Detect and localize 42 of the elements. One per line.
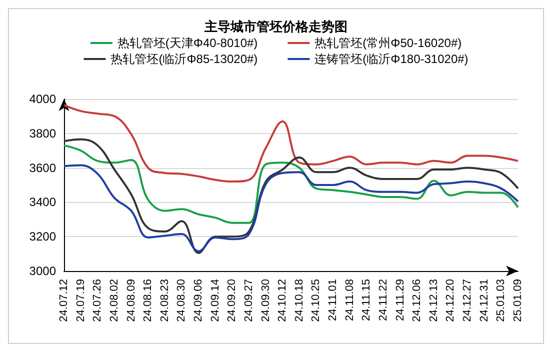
x-tick-label: 24.11.29 xyxy=(394,279,406,322)
x-tick-label: 24.09.06 xyxy=(192,279,205,322)
x-tick-label: 24.09.14 xyxy=(209,279,222,322)
x-tick-label: 25.01.03 xyxy=(495,279,508,322)
x-tick-label: 24.08.09 xyxy=(125,279,138,322)
x-tick-label: 24.09.20 xyxy=(226,279,238,322)
x-tick-label: 24.10.25 xyxy=(310,279,322,322)
line-series xyxy=(63,144,519,224)
legend-label: 热轧管坯(天津Φ40-8010#) xyxy=(117,36,258,50)
line-series xyxy=(63,164,519,252)
x-tick-label: 24.12.13 xyxy=(428,279,440,322)
x-tick-label: 24.12.06 xyxy=(411,279,424,322)
x-tick-label: 24.12.20 xyxy=(444,279,457,322)
y-tick-label: 4000 xyxy=(29,92,56,106)
y-tick-label: 3200 xyxy=(29,230,56,244)
x-tick-label: 24.12.31 xyxy=(478,279,490,322)
y-tick-label: 3400 xyxy=(29,195,56,210)
x-tick-label: 25.01.09 xyxy=(512,279,524,322)
x-tick-label: 24.07.12 xyxy=(58,279,70,322)
x-tick-label: 24.07.19 xyxy=(74,279,87,322)
x-tick-label: 24.07.26 xyxy=(92,279,104,322)
x-tick-label: 24.11.08 xyxy=(344,279,356,322)
x-tick-label: 24.10.18 xyxy=(293,279,306,322)
y-tick-label: 3600 xyxy=(29,160,56,175)
x-tick-label: 24.09.30 xyxy=(260,279,272,322)
x-tick-label: 24.09.27 xyxy=(242,279,255,322)
x-tick-label: 24.10.12 xyxy=(276,279,289,322)
chart-title: 主导城市管坯价格走势图 xyxy=(204,19,348,34)
x-tick-label: 24.11.15 xyxy=(360,279,373,322)
legend-label: 连铸管坯(临沂Φ180-31020#) xyxy=(314,52,468,66)
line-series xyxy=(63,138,519,254)
y-tick-label: 3000 xyxy=(29,264,56,278)
x-tick-label: 24.08.16 xyxy=(142,279,154,322)
x-tick-label: 24.08.30 xyxy=(176,279,188,322)
x-tick-label: 24.11.22 xyxy=(377,279,390,322)
x-tick-label: 24.12.27 xyxy=(462,279,474,322)
y-tick-label: 3800 xyxy=(29,126,56,140)
x-tick-label: 24.08.23 xyxy=(158,279,171,322)
x-tick-label: 24.08.02 xyxy=(108,279,120,322)
legend-label: 热轧管坯(临沂Φ85-13020#) xyxy=(110,52,258,66)
legend-label: 热轧管坯(常州Φ50-16020#) xyxy=(314,36,462,50)
x-tick-label: 24.11.01 xyxy=(327,279,340,322)
